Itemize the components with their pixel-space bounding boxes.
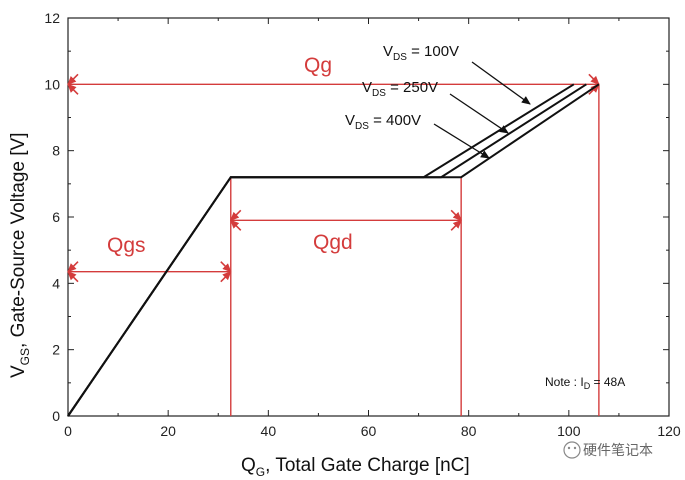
- pointer-arrow-400v: [433, 123, 490, 159]
- x-tick-label: 120: [657, 423, 681, 439]
- watermark-text: 硬件笔记本: [583, 443, 653, 459]
- plot-frame: [67, 17, 670, 417]
- y-tick-label: 6: [52, 209, 60, 225]
- watermark: 硬件笔记本: [563, 441, 653, 459]
- pointer-arrow-100v: [471, 61, 531, 105]
- qg-dimension-arrow-head: [588, 73, 600, 86]
- x-axis-title: QG, Total Gate Charge [nC]: [241, 455, 470, 479]
- x-tick-label: 20: [160, 423, 176, 439]
- qgs-dimension-arrow-head: [220, 271, 232, 283]
- qg-dimension-arrow-head: [67, 73, 79, 86]
- x-tick-label: 0: [64, 423, 72, 439]
- y-tick-label: 2: [52, 342, 60, 358]
- axis-tick-labels: 0 20 40 60 80 100 120 0 2 4 6 8 10 12: [44, 10, 680, 439]
- qgs-label: Qgs: [107, 234, 146, 257]
- qgd-dimension-arrow-head: [450, 219, 462, 231]
- qgd-label: Qgd: [313, 231, 353, 254]
- axis-ticks: [67, 17, 670, 417]
- qgd-dimension-arrow-head: [230, 209, 242, 222]
- y-tick-label: 0: [52, 408, 60, 424]
- watermark-icon: [563, 441, 581, 459]
- qgd-dimension-arrow-head: [230, 219, 242, 231]
- y-axis-title: VGS, Gate-Source Voltage [V]: [8, 133, 32, 379]
- qgd-dimension-arrow-head: [450, 209, 462, 222]
- annotation-lines: [67, 73, 600, 416]
- x-tick-label: 80: [461, 423, 477, 439]
- series-label-250v: VDS = 250V: [362, 79, 438, 99]
- x-tick-label: 100: [557, 423, 581, 439]
- y-tick-label: 8: [52, 143, 60, 159]
- x-tick-label: 40: [261, 423, 277, 439]
- qg-label: Qg: [304, 54, 332, 77]
- series-label-100v: VDS = 100V: [383, 43, 459, 63]
- series-line-2: [67, 83, 600, 417]
- qg-dimension-arrow-head: [67, 83, 79, 95]
- note-text: Note : ID = 48A: [545, 375, 625, 391]
- series-label-400v: VDS = 400V: [345, 112, 421, 132]
- pointer-arrow-250v: [449, 93, 509, 134]
- y-tick-label: 12: [44, 10, 60, 26]
- qgs-dimension-arrow-head: [67, 261, 79, 273]
- y-tick-label: 4: [52, 275, 60, 291]
- y-tick-label: 10: [44, 76, 60, 92]
- series-lines: [67, 83, 600, 417]
- qgs-dimension-arrow-head: [67, 271, 79, 283]
- x-tick-label: 60: [361, 423, 377, 439]
- qgs-dimension-arrow-head: [220, 261, 232, 273]
